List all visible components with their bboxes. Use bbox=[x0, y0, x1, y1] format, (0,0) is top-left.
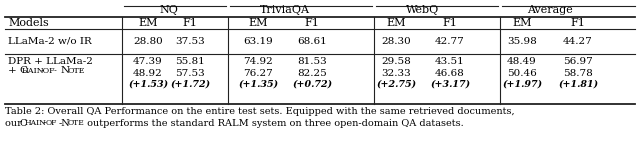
Text: WebQ: WebQ bbox=[406, 5, 440, 15]
Text: F1: F1 bbox=[443, 18, 458, 28]
Text: OTE: OTE bbox=[68, 119, 84, 127]
Text: (+1.35): (+1.35) bbox=[238, 80, 278, 89]
Text: 28.30: 28.30 bbox=[381, 37, 411, 45]
Text: -OF-: -OF- bbox=[41, 67, 58, 75]
Text: HAIN: HAIN bbox=[22, 67, 45, 75]
Text: outperforms the standard RALM system on three open-domain QA datasets.: outperforms the standard RALM system on … bbox=[84, 118, 464, 128]
Text: 28.80: 28.80 bbox=[133, 37, 163, 45]
Text: our: our bbox=[5, 118, 25, 128]
Text: F1: F1 bbox=[182, 18, 197, 28]
Text: 48.92: 48.92 bbox=[133, 69, 163, 77]
Text: 50.46: 50.46 bbox=[507, 69, 537, 77]
Text: 42.77: 42.77 bbox=[435, 37, 465, 45]
Text: F1: F1 bbox=[571, 18, 586, 28]
Text: F1: F1 bbox=[305, 18, 319, 28]
Text: 56.97: 56.97 bbox=[563, 58, 593, 66]
Text: (+1.81): (+1.81) bbox=[558, 80, 598, 89]
Text: 68.61: 68.61 bbox=[297, 37, 327, 45]
Text: NQ: NQ bbox=[159, 5, 179, 15]
Text: N: N bbox=[61, 66, 70, 75]
Text: 29.58: 29.58 bbox=[381, 58, 411, 66]
Text: (+1.97): (+1.97) bbox=[502, 80, 542, 89]
Text: 35.98: 35.98 bbox=[507, 37, 537, 45]
Text: 55.81: 55.81 bbox=[175, 58, 205, 66]
Text: 76.27: 76.27 bbox=[243, 69, 273, 77]
Text: 63.19: 63.19 bbox=[243, 37, 273, 45]
Text: HAIN: HAIN bbox=[25, 119, 47, 127]
Text: 58.78: 58.78 bbox=[563, 69, 593, 77]
Text: 43.51: 43.51 bbox=[435, 58, 465, 66]
Text: (+1.72): (+1.72) bbox=[170, 80, 210, 89]
Text: 32.33: 32.33 bbox=[381, 69, 411, 77]
Text: (+2.75): (+2.75) bbox=[376, 80, 416, 89]
Text: EM: EM bbox=[248, 18, 268, 28]
Text: OF: OF bbox=[46, 119, 58, 127]
Text: DPR + LLaMa-2: DPR + LLaMa-2 bbox=[8, 58, 93, 66]
Text: Models: Models bbox=[8, 18, 49, 28]
Text: C: C bbox=[19, 118, 26, 128]
Text: 81.53: 81.53 bbox=[297, 58, 327, 66]
Text: 46.68: 46.68 bbox=[435, 69, 465, 77]
Text: EM: EM bbox=[512, 18, 532, 28]
Text: -: - bbox=[43, 118, 46, 128]
Text: (+0.72): (+0.72) bbox=[292, 80, 332, 89]
Text: EM: EM bbox=[387, 18, 406, 28]
Text: 37.53: 37.53 bbox=[175, 37, 205, 45]
Text: 44.27: 44.27 bbox=[563, 37, 593, 45]
Text: 74.92: 74.92 bbox=[243, 58, 273, 66]
Text: + C: + C bbox=[8, 66, 28, 75]
Text: 47.39: 47.39 bbox=[133, 58, 163, 66]
Text: OTE: OTE bbox=[68, 67, 86, 75]
Text: Average: Average bbox=[527, 5, 573, 15]
Text: (+1.53): (+1.53) bbox=[128, 80, 168, 89]
Text: -N: -N bbox=[59, 118, 71, 128]
Text: (+3.17): (+3.17) bbox=[430, 80, 470, 89]
Text: EM: EM bbox=[138, 18, 157, 28]
Text: TriviaQA: TriviaQA bbox=[260, 5, 310, 15]
Text: 57.53: 57.53 bbox=[175, 69, 205, 77]
Text: 48.49: 48.49 bbox=[507, 58, 537, 66]
Text: Table 2: Overall QA Performance on the entire test sets. Equipped with the same : Table 2: Overall QA Performance on the e… bbox=[5, 107, 515, 117]
Text: 82.25: 82.25 bbox=[297, 69, 327, 77]
Text: LLaMa-2 w/o IR: LLaMa-2 w/o IR bbox=[8, 37, 92, 45]
